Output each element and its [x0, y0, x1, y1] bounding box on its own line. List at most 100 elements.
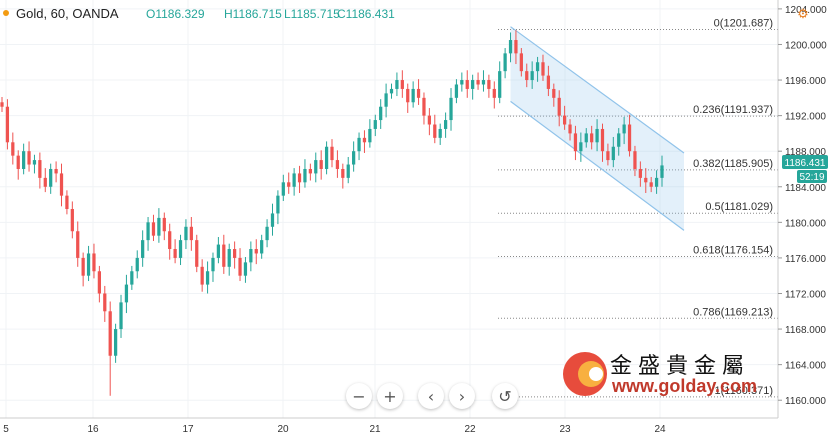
candle-body — [216, 244, 221, 258]
candle-body — [297, 173, 302, 183]
watermark-url: www.golday.com — [611, 376, 757, 396]
candle-body — [433, 124, 437, 138]
time-tick-label: 22 — [464, 424, 476, 435]
fibonacci-retracement[interactable]: 0(1201.687) 0.236(1191.937) 0.382(1185.905… — [498, 17, 778, 398]
candle-body — [314, 160, 318, 174]
candle-body — [384, 93, 388, 107]
price-tick-label: 1196.000 — [785, 76, 826, 87]
candle-body — [86, 253, 91, 276]
fib-level-label: 0(1201.687) — [714, 17, 773, 29]
candle-body — [595, 128, 599, 143]
candle-body — [638, 168, 642, 178]
candles — [0, 30, 664, 396]
candle-body — [270, 213, 275, 227]
time-tick-label: 20 — [277, 424, 289, 435]
candle-body — [465, 80, 469, 89]
candle-body — [135, 257, 139, 272]
candle-body — [238, 257, 242, 276]
symbol-title[interactable]: Gold, 60, OANDA — [16, 6, 119, 21]
candle-body — [16, 155, 20, 169]
price-tick-label: 1200.000 — [785, 40, 827, 51]
ohlc-close: C1186.431 — [337, 7, 395, 21]
candle-body — [519, 53, 523, 72]
candle-body — [303, 168, 307, 183]
candle-body — [552, 88, 556, 98]
candle-body — [308, 168, 312, 174]
candle-body — [97, 271, 101, 294]
candle-body — [422, 97, 426, 116]
time-tick-label: 23 — [559, 424, 571, 435]
scroll-right-button[interactable]: › — [449, 383, 475, 409]
ohlc-open: O1186.329 — [146, 7, 205, 21]
candle-body — [503, 53, 507, 72]
price-tick-label: 1168.000 — [785, 325, 826, 336]
candle-body — [157, 217, 161, 236]
scroll-left-button[interactable]: ‹ — [418, 383, 444, 409]
candle-body — [611, 146, 615, 161]
candle-body — [168, 231, 172, 250]
candle-body — [249, 249, 253, 263]
price-tick-label: 1192.000 — [785, 112, 826, 123]
candle-body — [287, 182, 291, 187]
candle-body — [579, 142, 583, 152]
reset-chart-button[interactable]: ↺ — [492, 383, 518, 409]
candle-body — [346, 164, 350, 178]
watermark-chinese: 金盛貴金屬 — [610, 353, 750, 378]
price-tick-label: 1204.000 — [785, 5, 827, 16]
candle-body — [525, 71, 529, 81]
candle-body — [590, 133, 594, 143]
channel-upper-line — [510, 26, 685, 154]
candle-body — [184, 226, 188, 241]
candle-body — [233, 249, 237, 258]
candle-body — [92, 253, 96, 272]
zoom-out-button[interactable]: − — [346, 383, 372, 409]
candle-body — [454, 84, 459, 98]
price-tick-label: 1160.000 — [785, 396, 826, 407]
settings-gear-icon[interactable]: ⚙ — [797, 6, 809, 21]
candle-body — [22, 151, 26, 169]
candle-body — [492, 88, 496, 98]
candle-body — [498, 71, 502, 98]
symbol-dot-icon — [3, 10, 9, 16]
candle-body — [178, 240, 183, 258]
candle-body — [660, 165, 664, 178]
zoom-in-button[interactable]: + — [377, 383, 403, 409]
candle-body — [292, 173, 296, 187]
candle-body — [49, 168, 53, 187]
candle-body — [43, 177, 47, 187]
candle-body — [0, 102, 4, 107]
candle-body — [411, 88, 415, 103]
candle-body — [27, 151, 31, 165]
candle-body — [227, 249, 231, 267]
axes: 1160.000 1164.000 1168.000 1172.000 1176.000… — [0, 0, 827, 435]
candle-body — [557, 97, 561, 116]
ohlc-low: L1185.715 — [284, 7, 340, 21]
candle-body — [514, 40, 518, 54]
candle-body — [400, 80, 404, 89]
bar-timer-badge — [797, 170, 827, 183]
candle-body — [649, 182, 653, 187]
candle-body — [243, 262, 248, 276]
candle-body — [357, 137, 361, 152]
candle-body — [563, 115, 567, 125]
candle-body — [162, 217, 166, 232]
candle-body — [108, 311, 112, 356]
candle-body — [368, 128, 372, 143]
candle-body — [389, 88, 394, 94]
candle-body — [195, 240, 199, 267]
candle-body — [113, 329, 118, 356]
candle-body — [76, 231, 80, 258]
candle-body — [481, 80, 486, 85]
candle-body — [622, 124, 626, 134]
channel-lower-line — [510, 100, 685, 231]
candle-body — [119, 302, 123, 330]
grid — [0, 0, 778, 418]
time-tick-label: 16 — [87, 424, 99, 435]
fib-level-label: 0.5(1181.029) — [705, 201, 773, 213]
candle-body — [460, 80, 464, 85]
candle-body — [38, 160, 42, 178]
candle-body — [173, 249, 177, 258]
candle-body — [373, 120, 377, 129]
